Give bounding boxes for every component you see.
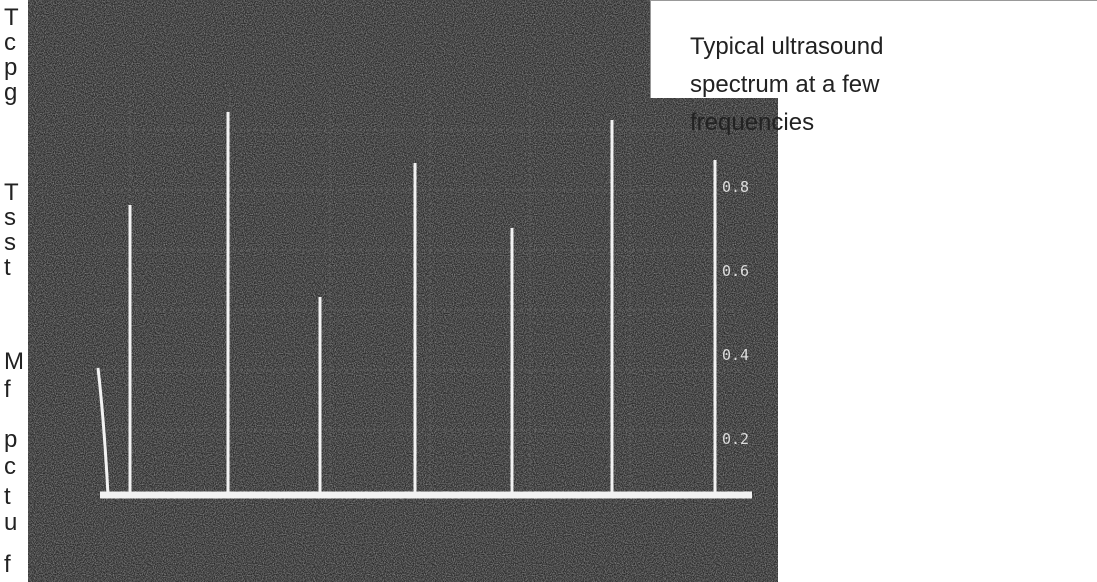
caption-line: spectrum at a few [690, 71, 880, 98]
spectrum-trace [96, 112, 752, 499]
text-fragment: p [4, 426, 18, 453]
caption-box [650, 0, 1097, 98]
text-fragment: p [4, 54, 18, 81]
text-fragment: c [4, 453, 16, 480]
text-fragment: t [4, 254, 11, 281]
scope-label: 0.4 [722, 346, 749, 364]
caption-line: frequencies [690, 109, 815, 136]
text-fragment: t [4, 483, 11, 510]
text-fragment: g [4, 79, 18, 106]
text-fragment: M [4, 348, 24, 375]
text-fragment: c [4, 29, 16, 56]
scope-scale: 0.8 0.6 0.4 0.2 [722, 178, 749, 448]
text-fragment: T [4, 179, 19, 206]
scope-label: 0.2 [722, 430, 749, 448]
text-fragment: s [4, 204, 16, 231]
text-fragment: f [4, 551, 11, 578]
scope-label: 0.8 [722, 178, 749, 196]
scope-label: 0.6 [722, 262, 749, 280]
caption: Typical ultrasound spectrum at a few frequ… [690, 28, 883, 142]
caption-line: Typical ultrasound [690, 33, 884, 60]
text-fragment: s [4, 229, 16, 256]
text-fragment: T [4, 4, 19, 31]
text-fragment: f [4, 376, 11, 403]
text-fragment: u [4, 509, 18, 536]
scope-grid [100, 90, 740, 495]
